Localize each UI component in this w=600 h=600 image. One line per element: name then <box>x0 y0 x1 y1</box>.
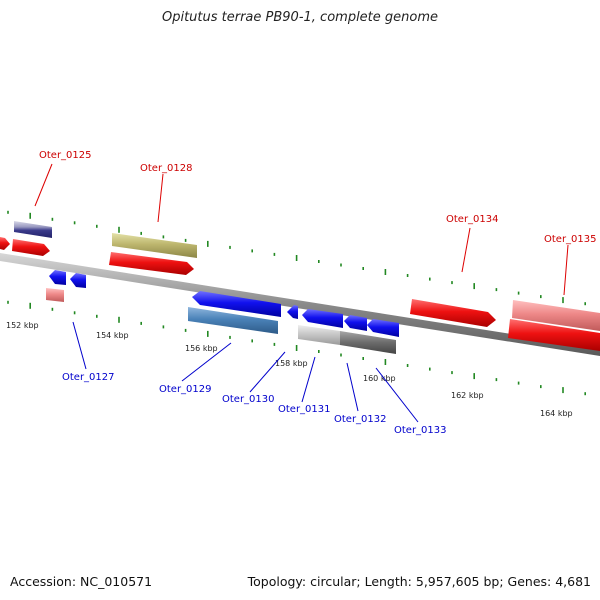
gene-blue-arrow[interactable] <box>49 270 66 285</box>
gene-blue-arrow[interactable] <box>367 319 399 337</box>
scale-label-152: 152 kbp <box>6 321 39 330</box>
scale-label-160: 160 kbp <box>363 374 396 383</box>
gene-blue-small[interactable] <box>287 305 298 319</box>
gene-light-gray[interactable] <box>298 325 340 345</box>
leader-oter-0128 <box>157 173 164 223</box>
scale-label-164: 164 kbp <box>540 409 573 418</box>
gene-dark-gray[interactable] <box>340 331 396 354</box>
reverse-strand-genes <box>46 270 399 354</box>
genome-summary-text: Topology: circular; Length: 5,957,605 bp… <box>247 574 591 589</box>
leader-oter-0135 <box>563 244 569 296</box>
gene-olive[interactable] <box>112 233 197 258</box>
bottom-track-ticks <box>7 300 587 396</box>
label-oter-0133[interactable]: Oter_0133 <box>394 425 447 436</box>
leader-oter-0127 <box>72 321 87 370</box>
scale-label-158: 158 kbp <box>275 359 308 368</box>
label-oter-0125[interactable]: Oter_0125 <box>39 150 92 161</box>
scale-label-154: 154 kbp <box>96 331 129 340</box>
label-oter-0128[interactable]: Oter_0128 <box>140 163 193 174</box>
gene-red-arrow[interactable] <box>410 299 496 327</box>
leader-oter-0125 <box>34 163 53 207</box>
leader-oter-0130 <box>249 351 286 393</box>
top-track-ticks <box>7 210 587 306</box>
scale-label-162: 162 kbp <box>451 391 484 400</box>
gene-steel-blue[interactable] <box>188 307 278 334</box>
genome-title: Opitutus terrae PB90-1, complete genome <box>161 10 439 25</box>
gene-red-left-edge[interactable] <box>0 237 10 250</box>
leader-oter-0133 <box>375 367 419 423</box>
label-leader-lines <box>34 163 569 423</box>
accession-text: Accession: NC_010571 <box>10 574 153 589</box>
gene-blue-arrow[interactable] <box>192 291 281 317</box>
forward-strand-genes <box>0 221 600 351</box>
leader-oter-0132 <box>346 362 359 412</box>
gene-red-arrow[interactable] <box>12 239 50 256</box>
label-oter-0130[interactable]: Oter_0130 <box>222 394 275 405</box>
label-oter-0131[interactable]: Oter_0131 <box>278 404 331 415</box>
label-oter-0132[interactable]: Oter_0132 <box>334 414 387 425</box>
label-oter-0135[interactable]: Oter_0135 <box>544 234 597 245</box>
gene-pink[interactable] <box>512 300 600 331</box>
gene-labels: Oter_0125 Oter_0128 Oter_0134 Oter_0135 … <box>39 150 597 436</box>
gene-blue-arrow[interactable] <box>302 309 343 328</box>
gene-blue-arrow[interactable] <box>344 315 367 331</box>
gene-red[interactable] <box>508 319 600 351</box>
gene-purple[interactable] <box>14 221 52 238</box>
scale-labels: 152 kbp 154 kbp 156 kbp 158 kbp 160 kbp … <box>6 321 573 418</box>
leader-oter-0134 <box>461 227 471 273</box>
gene-pink-small[interactable] <box>46 288 64 302</box>
label-oter-0129[interactable]: Oter_0129 <box>159 384 212 395</box>
leader-oter-0129 <box>181 342 232 382</box>
leader-oter-0131 <box>301 356 316 403</box>
gene-blue-arrow[interactable] <box>70 273 86 288</box>
scale-label-156: 156 kbp <box>185 344 218 353</box>
gene-red-arrow[interactable] <box>109 252 194 275</box>
genome-axis <box>0 253 600 356</box>
label-oter-0127[interactable]: Oter_0127 <box>62 372 115 383</box>
label-oter-0134[interactable]: Oter_0134 <box>446 214 499 225</box>
